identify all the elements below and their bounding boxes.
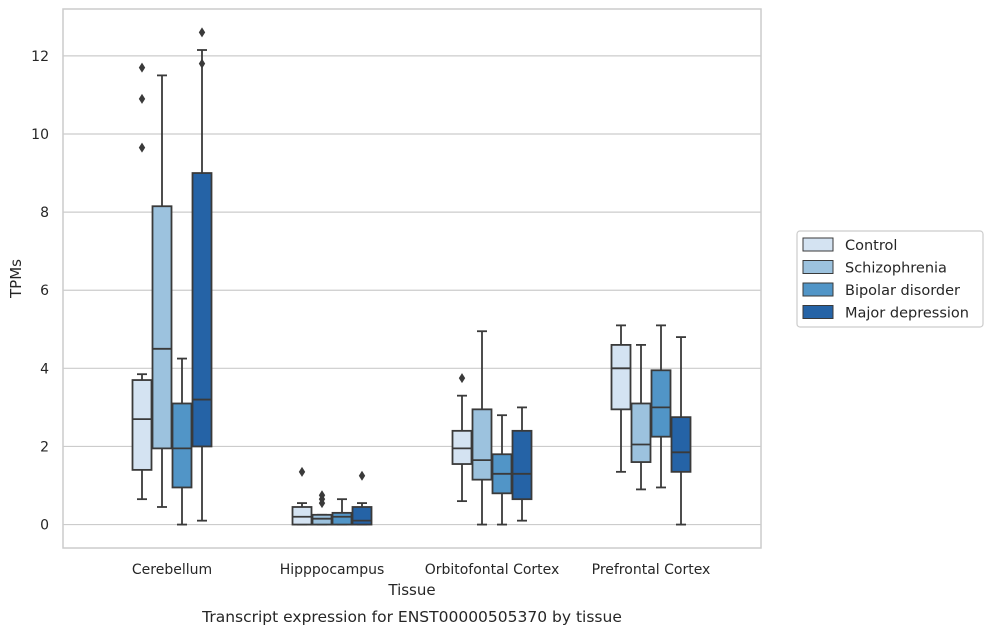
box-3-2 [650,324,672,489]
y-tick-label: 0 [40,518,49,534]
box-0-2 [171,357,193,526]
box-1-2 [331,498,353,526]
outlier-point [138,142,146,153]
y-tick-label: 12 [31,49,49,65]
outlier-point [138,93,146,104]
box-iqr [331,511,353,526]
box-3-3 [670,336,692,526]
box-series [131,27,692,526]
legend-label: Major depression [845,306,969,322]
y-tick-label: 4 [40,361,49,377]
outlier-point [198,27,206,38]
legend-label: Bipolar disorder [845,283,960,299]
box-iqr [351,506,373,526]
box-3-0 [610,324,632,473]
outlier-point [458,373,466,384]
box-2-3 [511,406,533,522]
box-2-0 [451,373,473,503]
legend-frame [796,230,984,328]
x-axis-label: Tissue [387,581,435,599]
x-axis-ticks: Cerebellum Hipppocampus Orbitofontal Corte… [132,562,710,578]
box-1-1 [311,490,333,526]
box-2-1 [471,330,493,526]
box-2-2 [491,414,513,526]
legend-swatch [802,305,834,319]
box-3-1 [630,343,652,491]
box-iqr [471,408,493,481]
outlier-point [138,62,146,73]
box-iqr [311,513,333,526]
box-iqr [191,172,213,448]
y-axis-ticks: 0 2 4 6 8 10 12 [31,49,49,534]
x-tick-label: Cerebellum [132,562,212,578]
legend-label: Control [845,238,897,254]
box-iqr [291,506,313,526]
box-1-3 [351,470,373,526]
legend-swatch [802,282,834,297]
box-0-0 [131,62,153,501]
y-tick-label: 8 [40,205,49,221]
box-iqr [451,429,473,465]
y-axis-label: TPMs [7,259,25,299]
box-iqr [151,205,173,450]
outlier-point [298,466,306,477]
box-iqr [610,343,632,411]
y-tick-label: 2 [40,439,49,455]
box-iqr [630,402,652,463]
box-iqr [650,369,672,438]
box-0-1 [151,74,173,508]
legend-swatch [802,237,834,252]
chart-caption: Transcript expression for ENST0000050537… [201,608,622,626]
legend-label: Schizophrenia [845,261,947,277]
y-tick-label: 6 [40,283,49,299]
x-tick-label: Prefrontal Cortex [592,562,711,578]
plot-frame [62,8,762,549]
box-iqr [511,429,533,501]
box-0-3 [191,27,213,522]
outlier-point [358,470,366,481]
outlier-point [198,58,206,69]
x-tick-label: Hipppocampus [280,562,385,578]
legend: Control Schizophrenia Bipolar disorder Majo… [796,230,984,328]
outlier-point [318,490,326,501]
legend-swatch [802,260,834,274]
y-tick-label: 10 [31,127,49,143]
box-iqr [171,402,193,489]
box-iqr [131,379,153,471]
box-1-0 [291,466,313,526]
box-iqr [670,416,692,473]
x-tick-label: Orbitofontal Cortex [425,562,560,578]
